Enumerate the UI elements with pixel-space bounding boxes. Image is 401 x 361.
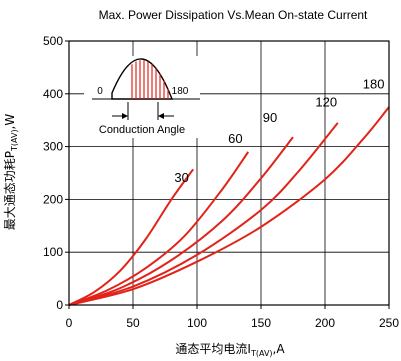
y-tick-label-0: 0 [56, 298, 63, 312]
y-tick-label-1: 100 [43, 245, 63, 259]
series-lines [68, 106, 390, 306]
y-tick-label-4: 400 [43, 87, 63, 101]
x-tick-label-3: 150 [251, 316, 271, 330]
x-axis-label-prefix: 通态平均电流I [175, 342, 251, 356]
x-axis-label-sub: T(AV) [250, 349, 273, 358]
y-tick-label-5: 500 [43, 34, 63, 48]
y-axis-label-prefix: 最大通态功耗P [3, 151, 17, 230]
y-tick-label-3: 300 [43, 140, 63, 154]
series-label-90: 90 [263, 110, 277, 125]
series-label-30: 30 [174, 170, 188, 185]
series-line-90 [68, 136, 294, 306]
inset-waveform [111, 58, 174, 100]
series-label-180: 180 [363, 77, 385, 92]
x-axis-label: 通态平均电流IT(AV),A [175, 342, 285, 358]
x-tick-labels: 0 50 100 150 200 250 [66, 316, 400, 330]
x-axis-label-suffix: ,A [273, 342, 286, 356]
y-axis-label-sub: T(AV) [10, 129, 19, 152]
y-tick-label-2: 200 [43, 192, 63, 206]
conduction-angle-inset: 0 180 Conduction Angle [84, 56, 200, 138]
inset-caption: Conduction Angle [99, 124, 185, 136]
inset-label-end: 180 [172, 86, 189, 97]
x-tick-label-0: 0 [66, 316, 73, 330]
series-line-60 [68, 151, 250, 306]
series-line-180 [68, 106, 390, 306]
x-tick-label-5: 250 [379, 316, 399, 330]
inset-arrow-right-head [158, 113, 164, 119]
y-axis-label-suffix: ,W [3, 114, 17, 130]
series-labels: 30 60 90 120 180 [174, 77, 384, 185]
plot-frame [68, 40, 390, 306]
y-tick-labels: 0 100 200 300 400 500 [43, 34, 63, 312]
series-line-120 [68, 122, 339, 306]
chart-title: Max. Power Dissipation Vs.Mean On-state … [99, 8, 368, 22]
axis-ticks [65, 40, 390, 309]
y-axis-label: 最大通态功耗PT(AV),W [3, 114, 19, 231]
inset-label-start: 0 [97, 86, 103, 97]
inset-hatch [131, 60, 169, 99]
series-label-60: 60 [228, 131, 242, 146]
inset-arrow-left-head [122, 113, 128, 119]
series-line-30 [68, 168, 194, 306]
x-tick-label-2: 100 [187, 316, 207, 330]
series-label-120: 120 [315, 94, 337, 109]
x-tick-label-4: 200 [315, 316, 335, 330]
x-tick-label-1: 50 [126, 316, 140, 330]
